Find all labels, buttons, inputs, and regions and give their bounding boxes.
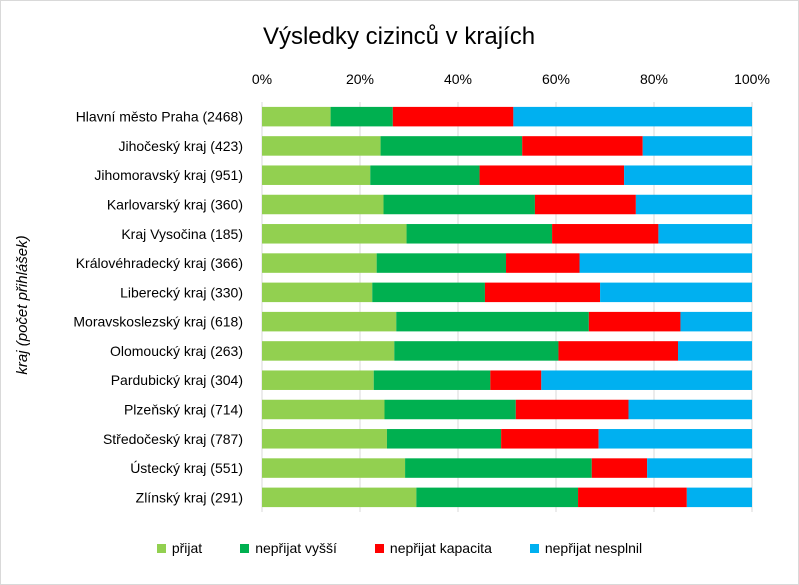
bar-segment: [541, 370, 752, 390]
bar-segment: [578, 487, 687, 508]
bar-segment: [680, 311, 752, 332]
bar-segment: [588, 311, 681, 332]
bar-segment: [513, 106, 752, 127]
legend-swatch: [529, 543, 539, 553]
x-tick-label: 0%: [252, 71, 272, 87]
bar-segment: [558, 341, 679, 361]
category-label: Karlovarský kraj (360): [107, 197, 243, 213]
bar-segment: [534, 194, 636, 215]
legend-item: nepřijat vyšší: [240, 540, 337, 556]
bar-segment: [262, 487, 417, 508]
legend-swatch: [156, 543, 166, 553]
x-tick-label: 20%: [346, 71, 374, 87]
chart-title: Výsledky cizinců v krajích: [263, 23, 535, 50]
category-label: Pardubický kraj (304): [111, 372, 243, 388]
category-label: Jihomoravský kraj (951): [94, 167, 243, 183]
bar-segment: [262, 429, 387, 449]
bar-segment: [394, 341, 559, 361]
bar-segment: [384, 399, 516, 420]
bar-segment: [479, 165, 625, 185]
x-tick-label: 40%: [444, 71, 472, 87]
bar-segment: [635, 194, 752, 215]
bar-segment: [262, 253, 377, 273]
legend-label: nepřijat kapacita: [389, 540, 492, 556]
legend-item: nepřijat nesplnil: [529, 540, 643, 556]
bar-segment: [416, 487, 579, 508]
category-label: Královéhradecký kraj (366): [76, 255, 243, 271]
category-label: Olomoucký kraj (263): [110, 343, 243, 359]
bar-segment: [262, 399, 385, 420]
bar-segment: [678, 341, 752, 361]
bar-segment: [262, 106, 331, 127]
bar-segment: [515, 399, 629, 420]
bar-segment: [591, 458, 648, 478]
y-axis-label: kraj (počet přihlášek): [14, 235, 31, 374]
bar-segment: [262, 458, 406, 478]
bar-segment: [386, 429, 502, 449]
bar-segment: [372, 282, 485, 303]
category-label: Liberecký kraj (330): [120, 284, 243, 300]
legend-swatch: [374, 543, 384, 553]
category-label: Zlínský kraj (291): [136, 489, 243, 505]
bar-segment: [262, 282, 373, 303]
bar-segment: [370, 165, 480, 185]
x-tick-label: 80%: [640, 71, 668, 87]
bar-segment: [262, 370, 374, 390]
legend-label: přijat: [171, 540, 203, 556]
category-label: Středočeský kraj (787): [103, 431, 243, 447]
bar-segment: [624, 165, 752, 185]
bar-segment: [642, 136, 752, 156]
bar-segment: [600, 282, 752, 303]
bar-segment: [262, 311, 397, 332]
bars: [262, 106, 752, 508]
bar-segment: [552, 224, 659, 244]
category-label: Jihočeský kraj (423): [119, 138, 244, 154]
bar-segment: [628, 399, 752, 420]
x-tick-label: 60%: [542, 71, 570, 87]
bar-segment: [383, 194, 535, 215]
bar-segment: [506, 253, 580, 273]
bar-segment: [262, 165, 371, 185]
bar-segment: [598, 429, 752, 449]
bar-segment: [501, 429, 599, 449]
category-label: Ústecký kraj (551): [130, 460, 243, 476]
bar-segment: [262, 136, 381, 156]
bar-segment: [686, 487, 752, 508]
category-labels: Hlavní město Praha (2468) Jihočeský kraj …: [73, 109, 243, 506]
bar-segment: [658, 224, 752, 244]
category-label: Hlavní město Praha (2468): [76, 109, 243, 125]
gridlines: [261, 102, 753, 512]
category-label: Kraj Vysočina (185): [121, 226, 243, 242]
bar-segment: [380, 136, 523, 156]
x-tick-label: 100%: [734, 71, 770, 87]
bar-segment: [522, 136, 643, 156]
legend-swatch: [240, 543, 250, 553]
bar-segment: [490, 370, 542, 390]
bar-segment: [330, 106, 393, 127]
legend-label: nepřijat vyšší: [255, 540, 337, 556]
legend-item: přijat: [156, 540, 203, 556]
bar-segment: [392, 106, 514, 127]
legend-label: nepřijat nesplnil: [544, 540, 643, 556]
bar-segment: [262, 224, 407, 244]
category-label: Plzeňský kraj (714): [124, 402, 243, 418]
legend-item: nepřijat kapacita: [374, 540, 492, 556]
x-tick-labels: 0% 20% 40% 60% 80% 100%: [252, 71, 770, 87]
bar-segment: [579, 253, 752, 273]
bar-segment: [396, 311, 589, 332]
bar-segment: [262, 194, 384, 215]
category-label: Moravskoslezský kraj (618): [73, 314, 243, 330]
bar-segment: [647, 458, 752, 478]
bar-segment: [376, 253, 507, 273]
bar-segment: [406, 224, 553, 244]
bar-segment: [373, 370, 491, 390]
bar-segment: [262, 341, 395, 361]
bar-segment: [484, 282, 601, 303]
legend: přijat nepřijat vyšší nepřijat kapacita nep…: [0, 540, 799, 556]
bar-segment: [405, 458, 592, 478]
